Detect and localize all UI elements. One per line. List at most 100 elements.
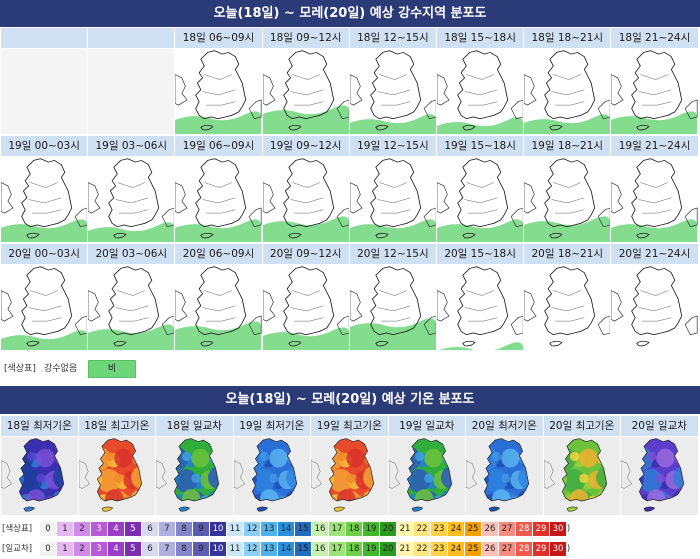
korea-map (349, 158, 436, 242)
korea-map (262, 158, 349, 242)
scale-step: 23 (431, 542, 447, 556)
scale-step: 18 (346, 542, 362, 556)
scale-step: 14 (278, 522, 294, 536)
precip-grid: 18일 06~09시 18일 09~12시 18일 12~15시 18일 15~18시… (1, 28, 699, 352)
rain-area (88, 324, 175, 350)
time-slot-label: 18일 18~21시 (524, 28, 611, 48)
rain-area (524, 216, 611, 242)
korea-map (611, 266, 698, 347)
scale-step: 0 (40, 542, 56, 556)
temp-panel-label: 19일 최고기온 (311, 416, 388, 436)
scale-step: 19 (363, 542, 379, 556)
scale-step: 28 (516, 542, 532, 556)
scale-step: 26 (482, 522, 498, 536)
precip-map (349, 157, 436, 242)
temp-map (388, 437, 465, 515)
temp-panel-label: 20일 최고기온 (543, 416, 620, 436)
precip-map (1, 265, 88, 350)
scale-label: [색상표] (2, 524, 33, 534)
precip-map (175, 157, 262, 242)
scale-step: 16 (312, 542, 328, 556)
precip-map (437, 265, 524, 350)
precip-map (611, 49, 698, 134)
precip-map (175, 265, 262, 350)
korea-map (611, 50, 698, 134)
rain-area (611, 111, 698, 134)
korea-map (524, 266, 611, 347)
scale-step: 22 (414, 522, 430, 536)
precip-map (262, 265, 349, 350)
scale-step: 10 (210, 542, 226, 556)
rain-area (349, 219, 436, 242)
korea-temp-map (311, 437, 388, 515)
scale-step: 6 (142, 542, 158, 556)
precip-map (88, 265, 175, 350)
empty-map-cell (1, 49, 88, 134)
precip-map (524, 157, 611, 242)
scale-step: 22 (414, 542, 430, 556)
precip-legend: [색상표] 강수없음 비 (0, 359, 200, 379)
rain-area (175, 219, 262, 242)
korea-map (88, 266, 175, 350)
rain-area (349, 114, 436, 134)
precip-map (524, 49, 611, 134)
legend-label: [색상표] (4, 364, 36, 374)
scale-step: 26 (482, 542, 498, 556)
time-slot-label: 19일 18~21시 (524, 136, 611, 156)
rain-area (437, 219, 524, 242)
time-slot-label: 20일 21~24시 (611, 244, 698, 264)
temp-grid: 18일 최저기온 18일 최고기온 18일 일교차 19일 최저기온 19일 최고기온 1… (1, 416, 699, 516)
korea-temp-map (543, 437, 620, 515)
scale-step: 13 (261, 542, 277, 556)
range-color-scale: [일교차] (℃) 012345678910111213141516171819… (0, 541, 700, 557)
scale-step: 17 (329, 542, 345, 556)
rain-area (88, 222, 175, 242)
scale-step: 25 (465, 542, 481, 556)
legend-no-rain: 강수없음 (44, 364, 78, 374)
scale-step: 6 (142, 522, 158, 536)
korea-map (437, 50, 524, 134)
time-slot-label: 19일 03~06시 (88, 136, 175, 156)
scale-step: 27 (499, 542, 515, 556)
scale-step: 7 (159, 522, 175, 536)
precip-map (524, 265, 611, 350)
korea-map (1, 158, 88, 242)
scale-step: 30 (550, 542, 566, 556)
scale-step: 3 (91, 522, 107, 536)
rain-area (349, 318, 436, 350)
korea-map (88, 158, 175, 242)
korea-map (262, 266, 349, 350)
precip-map (349, 49, 436, 134)
precip-map (611, 265, 698, 350)
scale-step: 10 (210, 522, 226, 536)
scale-step: 0 (40, 522, 56, 536)
temp-color-scale: [색상표] (℃) 012345678910111213141516171819… (0, 521, 700, 537)
temp-map (466, 437, 543, 515)
scale-step: 21 (397, 542, 413, 556)
korea-temp-map (466, 437, 543, 515)
scale-step: 4 (108, 522, 124, 536)
time-slot-label: 18일 09~12시 (262, 28, 349, 48)
korea-map (175, 158, 262, 242)
scale-step: 4 (108, 542, 124, 556)
temp-panel-label: 19일 최저기온 (233, 416, 310, 436)
scale-step: 11 (227, 522, 243, 536)
scale-step: 27 (499, 522, 515, 536)
rain-area (611, 219, 698, 242)
scale-step: 1 (57, 522, 73, 536)
scale-step: 15 (295, 542, 311, 556)
korea-map (437, 266, 524, 350)
precip-map (437, 49, 524, 134)
scale-step: 20 (380, 542, 396, 556)
time-slot-label: 18일 06~09시 (175, 28, 262, 48)
scale-step: 13 (261, 522, 277, 536)
time-slot-label: 20일 03~06시 (88, 244, 175, 264)
korea-map (349, 266, 436, 350)
scale-step: 20 (380, 522, 396, 536)
scale-step: 9 (193, 522, 209, 536)
korea-map (611, 158, 698, 242)
precip-map (88, 157, 175, 242)
scale-step: 30 (550, 522, 566, 536)
rain-area (524, 114, 611, 134)
rain-area (262, 216, 349, 242)
